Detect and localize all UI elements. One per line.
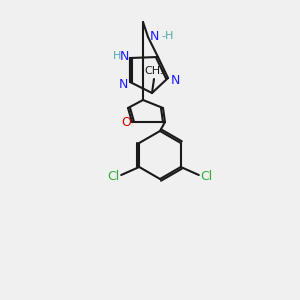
Text: H: H — [113, 51, 121, 61]
Text: N: N — [119, 50, 129, 62]
Text: N: N — [118, 77, 128, 91]
Text: -H: -H — [161, 31, 173, 41]
Text: O: O — [121, 116, 131, 130]
Text: Cl: Cl — [107, 170, 119, 184]
Text: Cl: Cl — [201, 170, 213, 184]
Text: N: N — [170, 74, 180, 86]
Text: N: N — [150, 29, 159, 43]
Text: CH₃: CH₃ — [145, 66, 165, 76]
